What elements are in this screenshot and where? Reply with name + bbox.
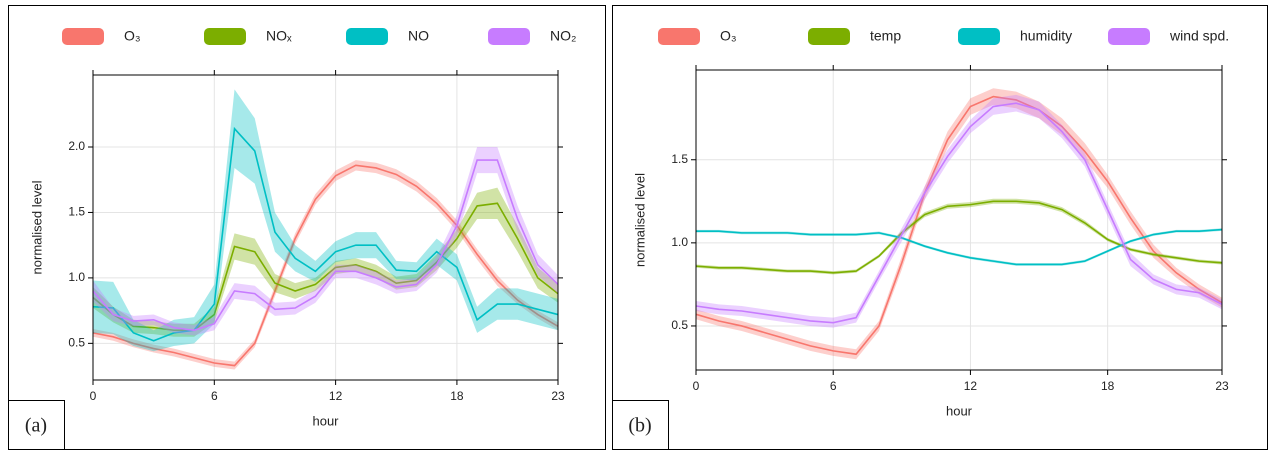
- series-line: [695, 102, 1223, 324]
- series-line: [92, 164, 559, 367]
- confidence-band: [93, 146, 558, 336]
- confidence-band: [696, 88, 1222, 360]
- legend-swatch: [488, 28, 530, 45]
- legend-swatch: [204, 28, 246, 45]
- panel-frame: [8, 5, 606, 450]
- plot-frame: [92, 74, 559, 381]
- series-line: [695, 95, 1223, 356]
- y-tick-label: 0.5: [671, 318, 688, 332]
- plot-area: [696, 70, 1222, 370]
- legend-swatch: [658, 28, 700, 45]
- legend-label: NO₂: [550, 28, 576, 44]
- legend-swatch: [958, 28, 1000, 45]
- y-tick-label: 1.5: [68, 205, 85, 219]
- y-tick-label: 1.0: [68, 270, 85, 284]
- series-line: [696, 228, 1223, 266]
- confidence-band: [93, 89, 558, 352]
- x-axis-label: hour: [312, 413, 339, 428]
- legend-swatch: [808, 28, 850, 45]
- x-tick-label: 12: [329, 389, 343, 403]
- plot-frame: [695, 69, 1223, 371]
- x-axis-label: hour: [946, 403, 973, 418]
- series-line: [695, 200, 1223, 274]
- confidence-band: [93, 187, 558, 337]
- legend-label: wind spd.: [1169, 28, 1229, 44]
- x-tick-label: 23: [551, 389, 565, 403]
- y-axis-label: normalised level: [29, 180, 44, 274]
- confidence-band: [696, 198, 1222, 275]
- x-tick-label: 18: [1101, 379, 1115, 393]
- series-line: [92, 159, 559, 332]
- x-tick-label: 6: [830, 379, 837, 393]
- y-tick-label: 1.0: [671, 235, 688, 249]
- series-line: [92, 126, 559, 342]
- y-tick-label: 1.5: [671, 152, 688, 166]
- legend-label: NOₓ: [266, 28, 292, 44]
- x-tick-label: 12: [964, 379, 978, 393]
- legend-label: O₃: [720, 28, 737, 44]
- y-tick-label: 2.0: [68, 139, 85, 153]
- x-tick-label: 0: [90, 389, 97, 403]
- panel-frame: [612, 5, 1268, 450]
- legend-swatch: [62, 28, 104, 45]
- series-line: [92, 202, 559, 332]
- panel-label-box: [8, 400, 65, 450]
- panel-label: (a): [25, 415, 47, 437]
- y-tick-label: 0.5: [68, 336, 85, 350]
- x-tick-label: 6: [211, 389, 218, 403]
- legend-label: temp: [870, 28, 901, 44]
- y-axis-label: normalised level: [632, 173, 647, 267]
- panel-label: (b): [628, 415, 651, 437]
- confidence-band: [93, 160, 558, 370]
- legend-swatch: [346, 28, 388, 45]
- x-tick-label: 23: [1215, 379, 1229, 393]
- legend-swatch: [1108, 28, 1150, 45]
- legend-label: NO: [408, 28, 429, 44]
- x-tick-label: 18: [450, 389, 464, 403]
- legend-label: humidity: [1020, 28, 1072, 44]
- panel-label-box: [612, 400, 669, 450]
- legend-label: O₃: [124, 28, 141, 44]
- x-tick-label: 0: [693, 379, 700, 393]
